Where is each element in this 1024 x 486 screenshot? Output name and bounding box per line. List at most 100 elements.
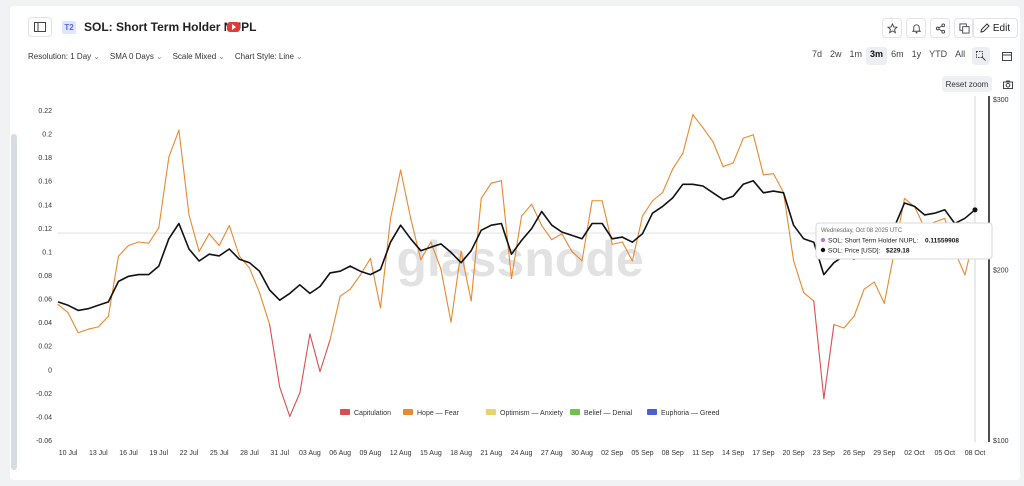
bell-icon (911, 23, 921, 34)
nupl-line-segment (188, 214, 200, 252)
nupl-line-segment (490, 180, 502, 184)
nupl-line-segment (77, 328, 89, 334)
x-tick-label: 31 Jul (270, 450, 289, 457)
nupl-line-segment (873, 281, 885, 304)
y-tick-label: 0.1 (42, 249, 52, 256)
nupl-line-segment (641, 200, 654, 217)
price-line (57, 180, 976, 312)
nupl-line-segment (389, 169, 402, 219)
nupl-line-segment (309, 333, 321, 373)
range-button-1m[interactable]: 1m (849, 49, 863, 59)
favorite-button[interactable] (882, 18, 902, 38)
y-tick-label: 0.14 (38, 202, 52, 209)
x-tick-label: 21 Aug (480, 450, 502, 457)
legend-item[interactable]: Hope — Fear (403, 409, 460, 417)
nupl-line-segment (541, 224, 553, 241)
nupl-line-segment (138, 241, 150, 244)
nupl-line-segment (208, 233, 220, 247)
range-button-3m[interactable]: 3m (866, 47, 888, 65)
nupl-line-segment (178, 129, 190, 216)
star-icon (886, 22, 898, 34)
x-tick-label: 25 Jul (210, 450, 229, 457)
y-tick-label: -0.02 (36, 391, 52, 398)
edit-button-label: Edit (992, 22, 1011, 34)
nupl-line-segment (682, 114, 694, 155)
tooltip-nupl-marker (820, 237, 826, 243)
nupl-line-segment (97, 315, 109, 328)
nupl-line-segment (621, 241, 633, 262)
nupl-line-segment (863, 281, 875, 290)
nupl-line-segment (289, 392, 301, 417)
sma-label: SMA 0 Days (109, 52, 154, 61)
reset-zoom-button[interactable]: Reset zoom (942, 76, 992, 92)
nupl-line-segment (329, 295, 341, 341)
edit-button[interactable]: Edit (972, 18, 1018, 38)
range-button-1y[interactable]: 1y (911, 49, 922, 59)
x-tick-label: 03 Aug (299, 450, 321, 457)
resolution-dropdown[interactable]: Resolution: 1 Day ⌄ (28, 52, 100, 61)
legend-swatch (403, 409, 413, 415)
legend-label: Capitulation (354, 410, 391, 417)
legend-swatch (570, 409, 580, 415)
nupl-line-segment (500, 180, 513, 280)
nupl-line-segment (158, 156, 170, 229)
range-button-ytd[interactable]: YTD (929, 49, 948, 59)
nupl-line-segment (349, 274, 361, 290)
chart-panel: T2 SOL: Short Term Holder NUPL Edit Reso… (10, 6, 1020, 480)
sma-dropdown[interactable]: SMA 0 Days ⌄ (110, 52, 163, 61)
legend-item[interactable]: Belief — Denial (570, 409, 633, 417)
vertical-scrollbar[interactable] (11, 134, 17, 470)
range-button-7d[interactable]: 7d (812, 49, 823, 59)
nupl-line-segment (470, 197, 482, 302)
pencil-icon (980, 23, 990, 33)
scale-dropdown[interactable]: Scale Mixed ⌄ (173, 52, 225, 61)
tooltip-nupl-label: SOL: Short Term Holder NUPL: (828, 238, 918, 245)
legend-item[interactable]: Euphoria — Greed (647, 409, 719, 417)
nupl-line-segment (410, 217, 422, 261)
camera-icon (1003, 80, 1013, 89)
x-tick-label: 12 Aug (390, 450, 412, 457)
nupl-line-segment (168, 129, 180, 158)
calendar-button[interactable] (998, 47, 1016, 65)
sidebar-toggle-button[interactable] (28, 17, 52, 37)
x-tick-label: 18 Aug (450, 450, 472, 457)
zoom-icon (976, 51, 986, 61)
x-tick-label: 14 Sep (722, 450, 744, 457)
tooltip-price-marker (820, 247, 826, 253)
nupl-line-segment (823, 323, 835, 400)
y-tick-label: 0.02 (38, 344, 52, 351)
y-tick-label: 0.16 (38, 179, 52, 186)
nupl-line-segment (520, 203, 533, 217)
nupl-line-segment (752, 134, 764, 176)
nupl-line-segment (480, 182, 492, 199)
alert-button[interactable] (906, 18, 926, 38)
x-tick-label: 06 Aug (329, 450, 351, 457)
nupl-line-segment (450, 250, 462, 323)
x-tick-label: 08 Sep (662, 450, 684, 457)
range-button-all[interactable]: All (955, 49, 966, 59)
y-tick-label: 0.22 (38, 108, 52, 115)
y-tick-label: 0 (48, 367, 52, 374)
y-tick-label: 0.08 (38, 273, 52, 280)
legend-swatch (486, 409, 496, 415)
series-price (57, 180, 978, 312)
nupl-line-segment (883, 250, 895, 304)
nupl-line-segment (279, 386, 291, 417)
range-button-2w[interactable]: 2w (830, 49, 842, 59)
screenshot-button[interactable] (1000, 76, 1016, 92)
copy-button[interactable] (954, 18, 974, 38)
nupl-line-segment (702, 127, 714, 143)
nupl-line-segment (319, 339, 331, 373)
legend-item[interactable]: Capitulation (340, 409, 391, 417)
youtube-icon[interactable] (227, 22, 240, 32)
range-button-6m[interactable]: 6m (891, 49, 904, 59)
y-tick-label: 0.2 (42, 132, 52, 139)
legend-label: Euphoria — Greed (661, 410, 719, 417)
tooltip-nupl-value: 0.11559908 (925, 238, 959, 245)
nupl-line-segment (571, 250, 583, 262)
share-button[interactable] (930, 18, 950, 38)
nupl-line-segment (762, 173, 775, 176)
legend-item[interactable]: Optimism — Anxiety (486, 409, 564, 417)
zoom-select-button[interactable] (972, 47, 990, 65)
chart-style-dropdown[interactable]: Chart Style: Line ⌄ (235, 52, 303, 61)
